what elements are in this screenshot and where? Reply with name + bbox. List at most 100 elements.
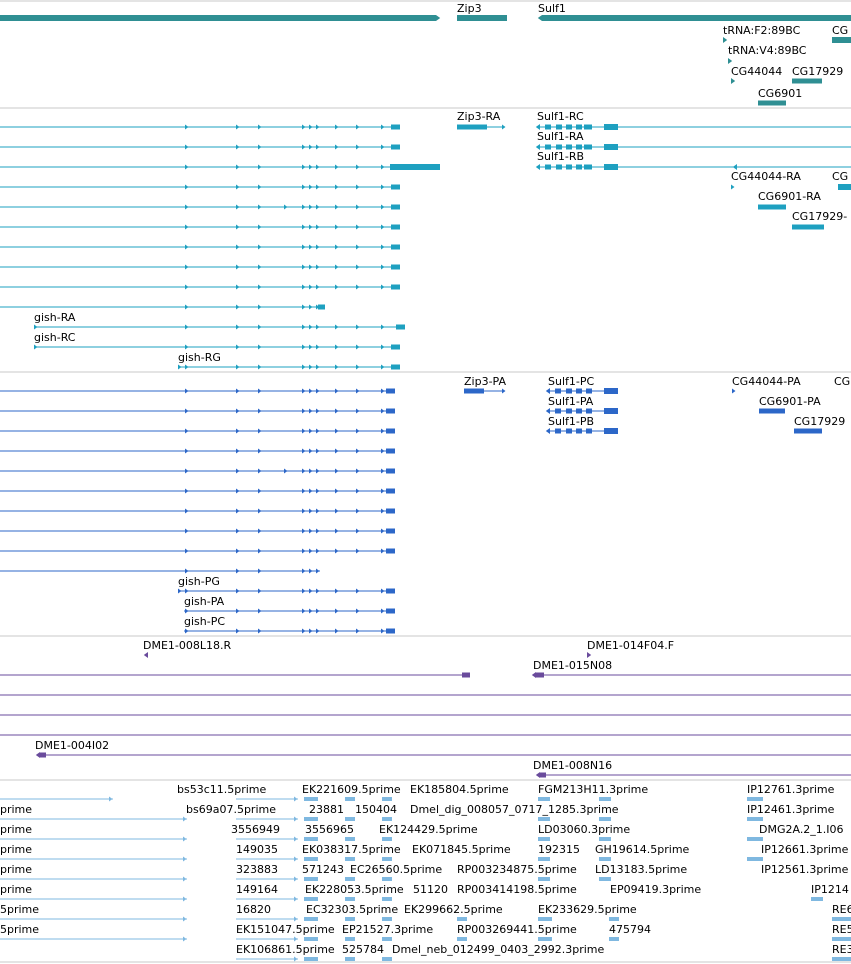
feature-label[interactable]: Zip3: [457, 2, 482, 15]
feature-label[interactable]: 3556965: [305, 823, 354, 836]
feature-label[interactable]: prime: [0, 803, 32, 816]
exon-arrow-right: [436, 15, 441, 21]
feature-label[interactable]: CG: [832, 24, 848, 37]
feature-label[interactable]: EK185804.5prime: [410, 783, 509, 796]
feature-label[interactable]: Sulf1-PA: [548, 395, 594, 408]
feature-label[interactable]: EK038317.5prime: [302, 843, 401, 856]
feature-label[interactable]: 51120: [413, 883, 448, 896]
feature-label[interactable]: RP003269441.5prime: [457, 923, 577, 936]
feature-label[interactable]: DME1-014F04.F: [587, 639, 674, 652]
exon-arrow-left: [143, 652, 148, 658]
feature-label[interactable]: IP12761.3prime: [747, 783, 835, 796]
feature-label[interactable]: 571243: [302, 863, 344, 876]
feature-label[interactable]: tRNA:V4:89BC: [728, 44, 807, 57]
feature-label[interactable]: CG44044-PA: [732, 375, 801, 388]
feature-label[interactable]: CG44044: [731, 65, 782, 78]
feature-label[interactable]: gish-RA: [34, 311, 76, 324]
feature-label[interactable]: CG: [832, 170, 848, 183]
feature-label[interactable]: CG17929: [792, 65, 843, 78]
feature-label[interactable]: IP12561.3prime: [761, 863, 849, 876]
feature-label[interactable]: CG6901: [758, 87, 802, 100]
feature-label[interactable]: 475794: [609, 923, 651, 936]
feature-label[interactable]: IP12661.3prime: [761, 843, 849, 856]
exon-arrow-right: [185, 488, 189, 494]
feature-label[interactable]: gish-PC: [184, 615, 225, 628]
feature-label[interactable]: CG6901-RA: [758, 190, 821, 203]
feature-label[interactable]: LD03060.3prime: [538, 823, 630, 836]
feature-label[interactable]: IP1214: [811, 883, 849, 896]
exon-arrow-right: [185, 204, 189, 210]
est-block: [599, 857, 611, 861]
feature-label[interactable]: CG17929: [794, 415, 845, 428]
feature-label[interactable]: 5prime: [0, 923, 39, 936]
feature-label[interactable]: EK221609.5prime: [302, 783, 401, 796]
feature-label[interactable]: EP09419.3prime: [610, 883, 701, 896]
feature-label[interactable]: EC26560.5prime: [350, 863, 442, 876]
feature-label[interactable]: DME1-015N08: [533, 659, 612, 672]
feature-label[interactable]: tRNA:F2:89BC: [723, 24, 801, 37]
feature-label[interactable]: Zip3-PA: [464, 375, 506, 388]
exon-arrow-right: [185, 388, 189, 394]
feature-label[interactable]: 150404: [355, 803, 397, 816]
feature-label[interactable]: RE6: [832, 903, 851, 916]
feature-label[interactable]: bs69a07.5prime: [186, 803, 276, 816]
feature-label[interactable]: CG6901-PA: [759, 395, 821, 408]
feature-label[interactable]: Sulf1-PB: [548, 415, 594, 428]
feature-label[interactable]: Sulf1-RA: [537, 130, 584, 143]
feature-label[interactable]: DMG2A.2_1.I06: [759, 823, 844, 836]
feature-label[interactable]: LD13183.5prime: [595, 863, 687, 876]
feature-label[interactable]: CG17929-: [792, 210, 847, 223]
feature-label[interactable]: RE5: [832, 923, 851, 936]
feature-label[interactable]: gish-PG: [178, 575, 220, 588]
feature-label[interactable]: RP003414198.5prime: [457, 883, 577, 896]
feature-label[interactable]: 149035: [236, 843, 278, 856]
feature-label[interactable]: EK106861.5prime: [236, 943, 335, 956]
feature-label[interactable]: Dmel_dig_008057_0717_1285.3prime: [410, 803, 619, 816]
exon-arrow-right: [335, 124, 339, 130]
feature-label[interactable]: Sulf1: [538, 2, 566, 15]
feature-label[interactable]: EK124429.5prime: [379, 823, 478, 836]
feature-label[interactable]: RP003234875.5prime: [457, 863, 577, 876]
feature-label[interactable]: FGM213H11.3prime: [538, 783, 648, 796]
exon-arrow-right: [236, 468, 240, 474]
feature-label[interactable]: prime: [0, 863, 32, 876]
feature-label[interactable]: gish-RG: [178, 351, 221, 364]
feature-label[interactable]: RE3: [832, 943, 851, 956]
feature-label[interactable]: 3556949: [231, 823, 280, 836]
feature-label[interactable]: 323883: [236, 863, 278, 876]
feature-label[interactable]: gish-RC: [34, 331, 76, 344]
feature-label[interactable]: Dmel_neb_012499_0403_2992.3prime: [392, 943, 604, 956]
feature-label[interactable]: 149164: [236, 883, 278, 896]
feature-label[interactable]: EK228053.5prime: [305, 883, 404, 896]
feature-label[interactable]: GH19614.5prime: [595, 843, 690, 856]
feature-label[interactable]: EC32303.5prime: [306, 903, 398, 916]
feature-label[interactable]: prime: [0, 823, 32, 836]
feature-label[interactable]: prime: [0, 843, 32, 856]
feature-label[interactable]: CG: [834, 375, 850, 388]
feature-label[interactable]: 5prime: [0, 903, 39, 916]
est-block: [345, 857, 355, 861]
feature-label[interactable]: DME1-004I02: [35, 739, 109, 752]
feature-label[interactable]: 192315: [538, 843, 580, 856]
feature-label[interactable]: CG44044-RA: [731, 170, 801, 183]
exon-arrow-right: [309, 344, 313, 350]
feature-label[interactable]: 23881: [309, 803, 344, 816]
feature-label[interactable]: IP12461.3prime: [747, 803, 835, 816]
feature-label[interactable]: gish-PA: [184, 595, 225, 608]
feature-label[interactable]: EP21527.3prime: [342, 923, 433, 936]
feature-label[interactable]: EK071845.5prime: [412, 843, 511, 856]
est-block: [747, 817, 763, 821]
feature-label[interactable]: EK233629.5prime: [538, 903, 637, 916]
feature-label[interactable]: EK299662.5prime: [404, 903, 503, 916]
feature-label[interactable]: Sulf1-RB: [537, 150, 584, 163]
feature-label[interactable]: EK151047.5prime: [236, 923, 335, 936]
feature-label[interactable]: 16820: [236, 903, 271, 916]
feature-label[interactable]: Zip3-RA: [457, 110, 501, 123]
feature-label[interactable]: Sulf1-RC: [537, 110, 584, 123]
feature-label[interactable]: DME1-008N16: [533, 759, 612, 772]
feature-label[interactable]: DME1-008L18.R: [143, 639, 231, 652]
feature-label[interactable]: Sulf1-PC: [548, 375, 594, 388]
feature-label[interactable]: bs53c11.5prime: [177, 783, 267, 796]
feature-label[interactable]: 525784: [342, 943, 384, 956]
feature-label[interactable]: prime: [0, 883, 32, 896]
